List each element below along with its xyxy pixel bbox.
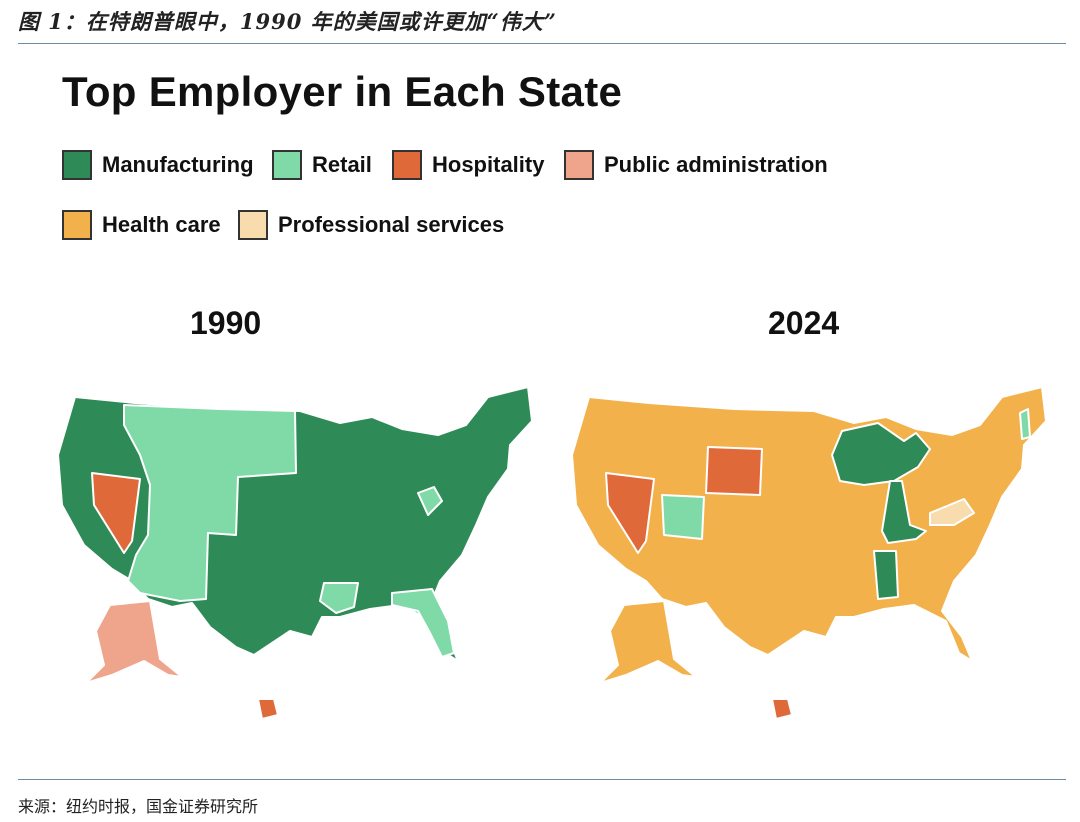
us-map-1990 [40, 385, 533, 785]
map-svg-1990 [57, 386, 533, 720]
chart-title: Top Employer in Each State [62, 68, 623, 115]
health-care-alaska-2024 [599, 600, 697, 684]
map-year-label: 2024 [768, 305, 840, 341]
legend-item-hospitality: Hospitality [392, 150, 544, 180]
legend-item-health-care: Health care [62, 210, 221, 240]
legend-swatch-health-care [62, 210, 92, 240]
retail-region-1990 [123, 404, 297, 602]
legend-swatch-retail [272, 150, 302, 180]
retail-utah-2024 [661, 494, 705, 540]
legend-label: Public administration [604, 152, 828, 177]
hospitality-hawaii-2024 [771, 698, 793, 720]
legend-item-professional-services: Professional services [238, 210, 504, 240]
legend-swatch-public-administration [564, 150, 594, 180]
manufacturing-alabama-2024 [873, 550, 899, 600]
legend-item-manufacturing: Manufacturing [62, 150, 254, 180]
legend-label: Hospitality [432, 152, 545, 177]
public-admin-alaska-1990 [85, 600, 183, 684]
legend-swatch-manufacturing [62, 150, 92, 180]
legend-swatch-professional-services [238, 210, 268, 240]
hospitality-nevada-1990 [91, 472, 141, 554]
professional-services-virginia-2024 [929, 498, 975, 526]
legend-label: Health care [102, 212, 221, 237]
bottom-divider [18, 779, 1066, 780]
continental-us-2024 [571, 386, 1047, 662]
map-svg-2024 [571, 386, 1047, 720]
us-map-2024 [554, 385, 1047, 785]
legend-item-retail: Retail [272, 150, 372, 180]
manufacturing-upper-midwest-2024 [831, 422, 931, 486]
retail-new-hampshire-2024 [1019, 408, 1031, 440]
manufacturing-indiana-kentucky-2024 [881, 480, 927, 544]
hospitality-nevada-2024 [605, 472, 655, 554]
figure: Top Employer in Each State Manufacturing… [40, 50, 1050, 770]
retail-florida-1990 [391, 588, 455, 658]
legend-label: Retail [312, 152, 372, 177]
retail-west-virginia-1990 [417, 486, 443, 516]
figure-caption: 图 1：在特朗普眼中，1990 年的美国或许更加“伟大” [18, 9, 557, 34]
legend-item-public-administration: Public administration [564, 150, 828, 180]
hospitality-wyoming-2024 [705, 446, 763, 496]
retail-louisiana-1990 [319, 582, 359, 614]
source-note: 来源：纽约时报，国金证券研究所 [18, 797, 259, 816]
hospitality-hawaii-1990 [257, 698, 279, 720]
map-year-label: 1990 [190, 305, 262, 341]
legend-label: Professional services [278, 212, 505, 237]
legend-label: Manufacturing [102, 152, 254, 177]
legend-swatch-hospitality [392, 150, 422, 180]
top-divider [18, 43, 1066, 44]
